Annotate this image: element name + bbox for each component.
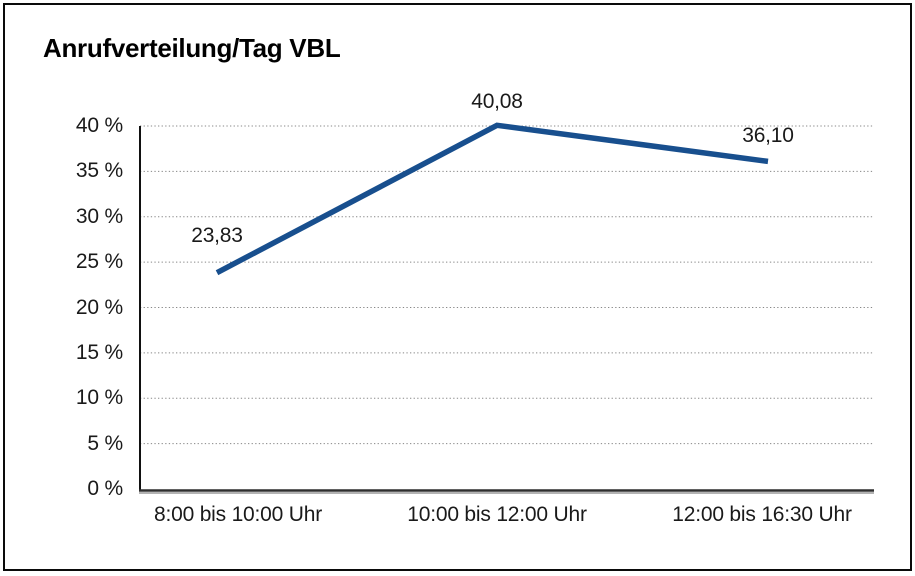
y-tick-label: 10 %: [75, 386, 123, 410]
y-tick-label: 5 %: [87, 431, 123, 455]
data-point-label: 40,08: [471, 90, 523, 114]
y-tick-label: 20 %: [75, 295, 123, 319]
x-category-label: 8:00 bis 10:00 Uhr: [153, 503, 322, 526]
y-tick-label: 35 %: [75, 159, 123, 183]
y-tick-label: 40 %: [75, 114, 123, 137]
y-tick-label: 30 %: [75, 204, 123, 228]
y-tick-label: 15 %: [75, 340, 123, 364]
chart-title: Anrufverteilung/Tag VBL: [43, 33, 341, 63]
data-point-label: 36,10: [742, 124, 794, 148]
y-tick-label: 0 %: [87, 477, 123, 500]
data-series-line: [215, 122, 769, 276]
x-category-label: 12:00 bis 16:30 Uhr: [672, 503, 852, 526]
y-tick-label: 25 %: [75, 250, 123, 274]
x-category-label: 10:00 bis 12:00 Uhr: [407, 503, 587, 526]
chart-frame: [3, 3, 912, 571]
data-point-label: 23,83: [191, 223, 243, 247]
